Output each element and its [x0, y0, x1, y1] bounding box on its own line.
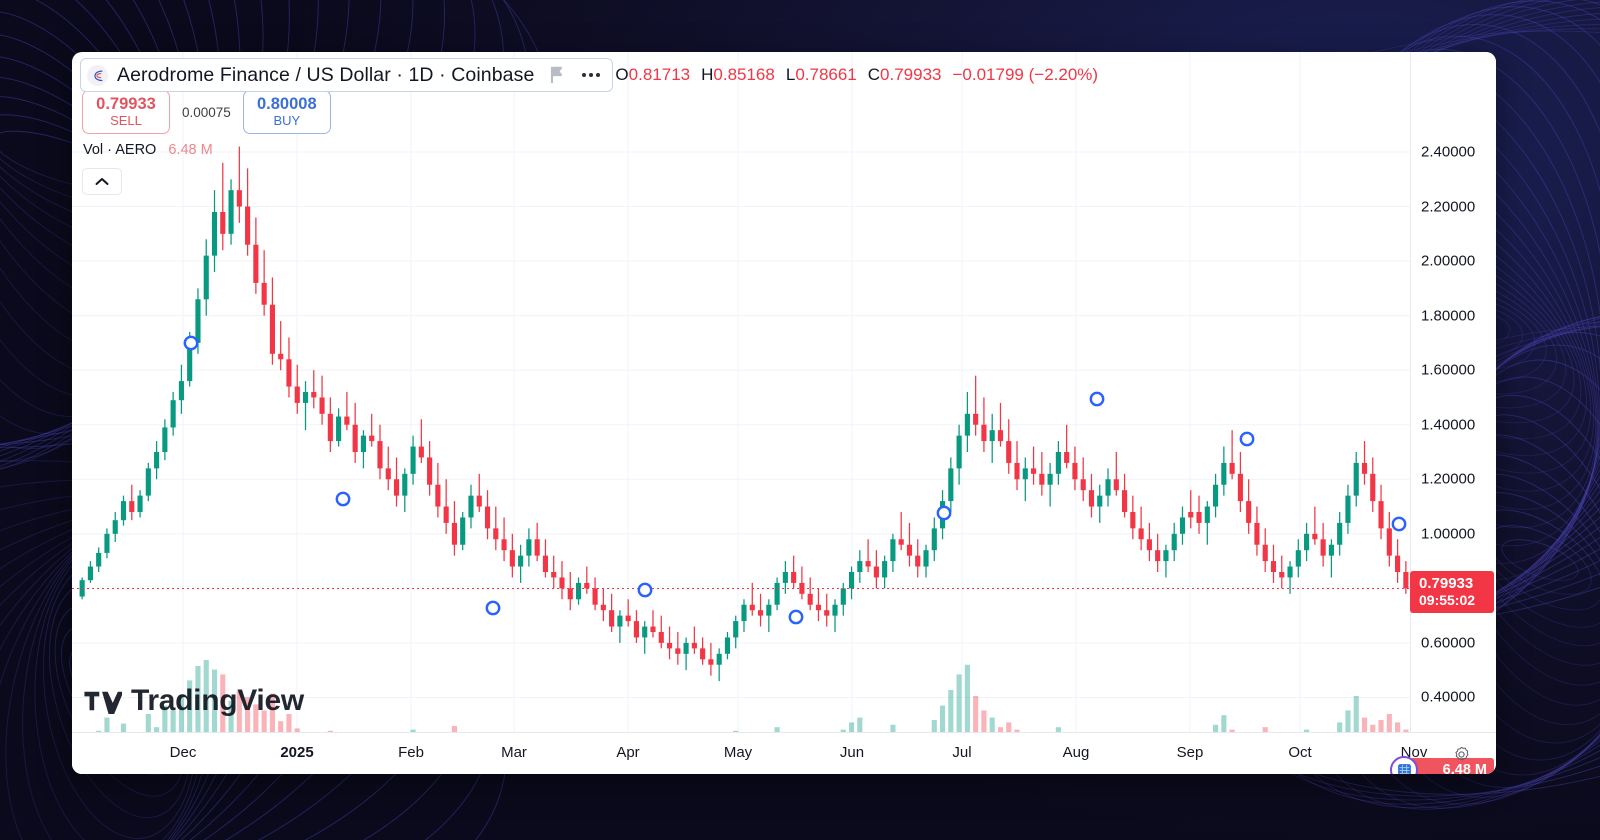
tradingview-chart-window: 2.40000 2.20000 2.00000 1.80000 1.60000 1.400…: [72, 52, 1496, 774]
time-tick: Jun: [839, 744, 865, 761]
ohlc-open: O0.81713: [615, 65, 690, 85]
symbol-title: Aerodrome Finance / US Dollar · 1D · Coi…: [117, 63, 535, 86]
volume-badge: 6.48 M: [1390, 756, 1494, 774]
aerodrome-glyph-icon: [94, 70, 103, 81]
time-tick: Mar: [501, 744, 527, 761]
time-tick: Aug: [1062, 744, 1090, 761]
volume-legend-value: 6.48 M: [168, 142, 213, 158]
chart-plot-area[interactable]: [72, 52, 1415, 774]
ohlc-close-label: C: [867, 65, 881, 84]
current-price-badge: 0.79933 09:55:02: [1410, 570, 1494, 614]
price-tick: 1.00000: [1421, 525, 1476, 543]
time-tick: Feb: [398, 744, 424, 761]
current-price-value: 0.79933: [1419, 574, 1474, 592]
price-tick: 2.00000: [1421, 252, 1476, 270]
gear-icon: [1454, 746, 1469, 760]
sell-button[interactable]: 0.79933 SELL: [82, 90, 170, 134]
ohlc-change: −0.01799 (−2.20%): [952, 65, 1099, 84]
aerodrome-glyph-icon: [1397, 763, 1411, 774]
aerodrome-logo-icon: [87, 64, 108, 86]
more-options-icon[interactable]: [578, 62, 604, 88]
chart-legend: Aerodrome Finance / US Dollar · 1D · Coi…: [80, 58, 1098, 92]
ohlc-close: C0.79933: [868, 65, 942, 85]
price-tick: 0.40000: [1421, 688, 1476, 706]
chart-marker[interactable]: [1089, 391, 1105, 407]
time-tick: Jul: [952, 744, 972, 761]
price-tick: 2.20000: [1421, 198, 1476, 216]
price-tick: 0.60000: [1421, 634, 1476, 652]
chart-marker[interactable]: [1239, 431, 1255, 447]
chevron-up-icon: [95, 178, 109, 185]
price-tick: 1.60000: [1421, 361, 1476, 379]
chart-marker[interactable]: [1391, 516, 1407, 532]
chart-marker[interactable]: [637, 582, 653, 598]
spread-value: 0.00075: [182, 104, 231, 120]
tradingview-watermark-text: TradingView: [131, 684, 304, 717]
ohlc-low: L0.78661: [786, 65, 857, 85]
trade-buttons: 0.79933 SELL 0.00075 0.80008 BUY: [82, 90, 331, 134]
current-price-time: 09:55:02: [1419, 591, 1476, 608]
ohlc-low-label: L: [785, 65, 796, 84]
volume-badge-value: 6.48 M: [1442, 762, 1487, 774]
chart-settings-button[interactable]: [1448, 741, 1474, 767]
price-tick: 1.40000: [1421, 416, 1476, 434]
symbol-selector[interactable]: Aerodrome Finance / US Dollar · 1D · Coi…: [80, 58, 614, 92]
candlestick-plot: [72, 52, 1415, 774]
tradingview-watermark: TradingView: [84, 684, 304, 718]
collapse-pane-button[interactable]: [82, 168, 122, 195]
ohlc-high: H0.85168: [701, 65, 775, 85]
sell-label: SELL: [110, 112, 142, 128]
chart-marker[interactable]: [788, 609, 804, 625]
chart-marker[interactable]: [485, 600, 501, 616]
time-tick: 2025: [280, 744, 314, 761]
volume-legend-title: Vol · AERO: [83, 142, 157, 158]
tradingview-logo-icon: [84, 691, 122, 714]
ohlc-low-value: 0.78661: [795, 65, 857, 84]
volume-legend[interactable]: Vol · AERO 6.48 M: [83, 142, 213, 158]
buy-price: 0.80008: [256, 95, 317, 114]
time-tick: Dec: [169, 744, 197, 761]
time-axis[interactable]: Dec 2025 Feb Mar Apr May Jun Jul Aug Sep Oct Nov: [72, 732, 1496, 774]
ohlc-high-value: 0.85168: [713, 65, 775, 84]
buy-label: BUY: [273, 112, 301, 128]
time-tick: Oct: [1288, 744, 1312, 761]
price-axis[interactable]: 2.40000 2.20000 2.00000 1.80000 1.60000 1.400…: [1410, 52, 1496, 761]
ohlc-open-label: O: [615, 65, 629, 84]
time-tick: Sep: [1176, 744, 1204, 761]
sell-price: 0.79933: [96, 95, 156, 114]
ohlc-high-label: H: [701, 65, 714, 84]
price-tick: 1.80000: [1421, 307, 1476, 325]
chart-marker[interactable]: [183, 335, 199, 351]
chart-marker[interactable]: [936, 505, 952, 521]
chart-marker[interactable]: [335, 491, 351, 507]
buy-button[interactable]: 0.80008 BUY: [242, 90, 331, 134]
flag-icon[interactable]: [543, 62, 569, 88]
ohlc-values: O0.81713 H0.85168 L0.78661 C0.79933 −0.0…: [615, 65, 1098, 85]
time-tick: Apr: [616, 744, 640, 761]
price-tick: 2.40000: [1421, 143, 1476, 161]
time-tick: May: [723, 744, 753, 761]
ohlc-close-value: 0.79933: [880, 65, 942, 84]
aerodrome-logo-icon: [1390, 756, 1418, 774]
ohlc-open-value: 0.81713: [628, 65, 691, 84]
price-tick: 1.20000: [1421, 470, 1476, 488]
